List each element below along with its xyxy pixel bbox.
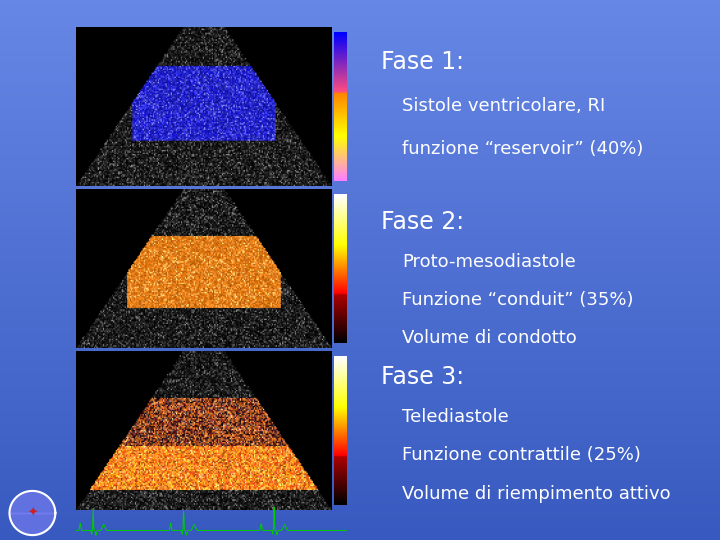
Text: Volume di riempimento attivo: Volume di riempimento attivo [402, 484, 670, 503]
Text: Funzione contrattile (25%): Funzione contrattile (25%) [402, 446, 641, 464]
Text: Telediastole: Telediastole [402, 408, 508, 426]
Text: funzione “reservoir” (40%): funzione “reservoir” (40%) [402, 140, 643, 158]
Text: ✦: ✦ [27, 507, 37, 519]
Text: Sistole ventricolare, RI: Sistole ventricolare, RI [402, 97, 605, 116]
Text: Fase 1:: Fase 1: [381, 50, 464, 73]
Text: Fase 2:: Fase 2: [381, 210, 464, 234]
Text: Volume di condotto: Volume di condotto [402, 329, 577, 347]
Text: Funzione “conduit” (35%): Funzione “conduit” (35%) [402, 291, 634, 309]
Text: Proto-mesodiastole: Proto-mesodiastole [402, 253, 575, 271]
Text: Fase 3:: Fase 3: [381, 365, 464, 389]
